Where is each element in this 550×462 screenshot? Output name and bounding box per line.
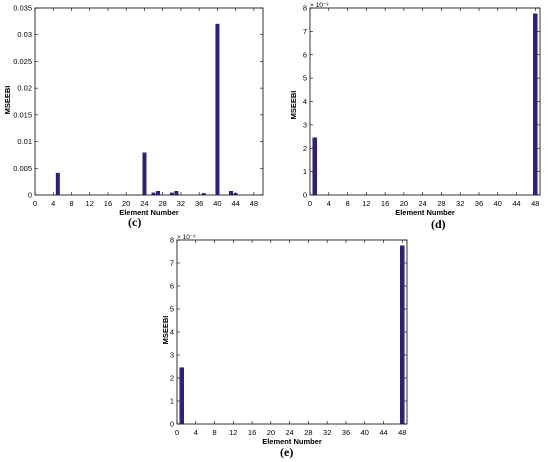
y-tick-label: 5 [170, 305, 174, 314]
y-tick-label: 8 [170, 236, 174, 245]
y-tick-label: 0 [28, 191, 32, 200]
y-tick-label: 1 [170, 397, 174, 406]
panel-label-c: (c) [128, 215, 142, 229]
y-exponent-label: × 10⁻³ [177, 234, 196, 241]
y-tick-label: 6 [303, 50, 307, 59]
bar-element-26 [151, 192, 156, 196]
x-tick-label: 0 [175, 428, 179, 437]
y-tick-label: 0.03 [17, 30, 32, 39]
x-tick-label: 16 [248, 428, 256, 437]
x-tick-label: 40 [494, 199, 502, 208]
x-tick-label: 36 [195, 199, 203, 208]
x-tick-label: 40 [213, 199, 221, 208]
x-tick-label: 28 [304, 428, 312, 437]
x-tick-label: 28 [159, 199, 167, 208]
x-axis-label: Element Number [395, 208, 455, 217]
x-tick-label: 32 [177, 199, 185, 208]
y-tick-label: 5 [303, 74, 307, 83]
panel-label-e: (e) [280, 445, 294, 459]
x-tick-label: 12 [86, 199, 94, 208]
x-tick-label: 4 [51, 199, 55, 208]
x-tick-label: 16 [381, 199, 389, 208]
x-axis-label: Element Number [262, 437, 322, 446]
y-tick-label: 2 [303, 144, 307, 153]
y-tick-label: 0.005 [13, 164, 32, 173]
y-tick-label: 0.035 [13, 4, 32, 13]
x-tick-label: 20 [122, 199, 130, 208]
x-tick-label: 16 [104, 199, 112, 208]
y-tick-label: 7 [170, 259, 174, 268]
x-tick-label: 36 [342, 428, 350, 437]
y-tick-label: 1 [303, 167, 307, 176]
x-tick-label: 36 [475, 199, 483, 208]
x-tick-label: 28 [437, 199, 445, 208]
bar-element-1 [179, 367, 184, 425]
chart-panel-0: 0 4 8 12 16 20 24 28 32 36 40 44 4800.0050.010.0150.… [3, 4, 264, 217]
y-axis-label: MSEEBI [289, 91, 298, 120]
y-tick-label: 0.01 [17, 137, 32, 146]
x-tick-label: 0 [308, 199, 312, 208]
x-tick-label: 24 [418, 199, 426, 208]
x-tick-label: 44 [512, 199, 520, 208]
y-tick-label: 0 [303, 191, 307, 200]
bar-element-5 [55, 172, 60, 196]
bar-element-24 [142, 152, 147, 196]
y-tick-label: 0 [170, 420, 174, 429]
plot-frame [34, 7, 264, 196]
x-tick-label: 32 [456, 199, 464, 208]
plot-frame [176, 239, 408, 425]
x-tick-label: 8 [212, 428, 216, 437]
y-tick-label: 3 [170, 351, 174, 360]
x-tick-label: 20 [400, 199, 408, 208]
y-tick-label: 0.025 [13, 57, 32, 66]
y-tick-label: 3 [303, 120, 307, 129]
x-tick-label: 24 [285, 428, 293, 437]
bar-element-43 [229, 191, 234, 196]
x-tick-label: 24 [140, 199, 148, 208]
bar-element-31 [174, 191, 179, 196]
bar-element-27 [156, 191, 161, 196]
x-tick-label: 8 [69, 199, 73, 208]
bar-element-37 [201, 193, 206, 196]
x-tick-label: 48 [250, 199, 258, 208]
y-tick-label: 4 [303, 97, 307, 106]
y-tick-label: 7 [303, 27, 307, 36]
x-axis-label: Element Number [119, 208, 179, 217]
x-tick-label: 44 [231, 199, 239, 208]
y-tick-label: 2 [170, 374, 174, 383]
x-tick-label: 48 [398, 428, 406, 437]
x-tick-label: 8 [345, 199, 349, 208]
x-tick-label: 4 [327, 199, 331, 208]
bar-element-44 [233, 193, 238, 196]
bar-element-48 [400, 245, 405, 425]
bar-element-48 [533, 13, 538, 196]
x-tick-label: 48 [531, 199, 539, 208]
x-tick-label: 12 [362, 199, 370, 208]
x-tick-label: 0 [33, 199, 37, 208]
y-tick-label: 0.02 [17, 84, 32, 93]
bar-element-40 [215, 23, 220, 196]
x-tick-label: 4 [194, 428, 198, 437]
y-tick-label: 6 [170, 282, 174, 291]
y-axis-label: MSEEBI [161, 316, 170, 345]
y-exponent-label: × 10⁻³ [310, 2, 329, 9]
x-tick-label: 20 [267, 428, 275, 437]
y-tick-label: 8 [303, 4, 307, 13]
x-tick-label: 32 [323, 428, 331, 437]
x-tick-label: 12 [229, 428, 237, 437]
y-axis-label: MSEEBI [3, 86, 12, 115]
x-tick-label: 40 [361, 428, 369, 437]
bar-element-1 [312, 137, 317, 196]
y-tick-label: 0.015 [13, 110, 32, 119]
bar-element-30 [169, 192, 174, 196]
x-tick-label: 44 [379, 428, 387, 437]
y-tick-label: 4 [170, 328, 174, 337]
plot-frame [309, 7, 541, 196]
panel-label-d: (d) [431, 217, 446, 231]
